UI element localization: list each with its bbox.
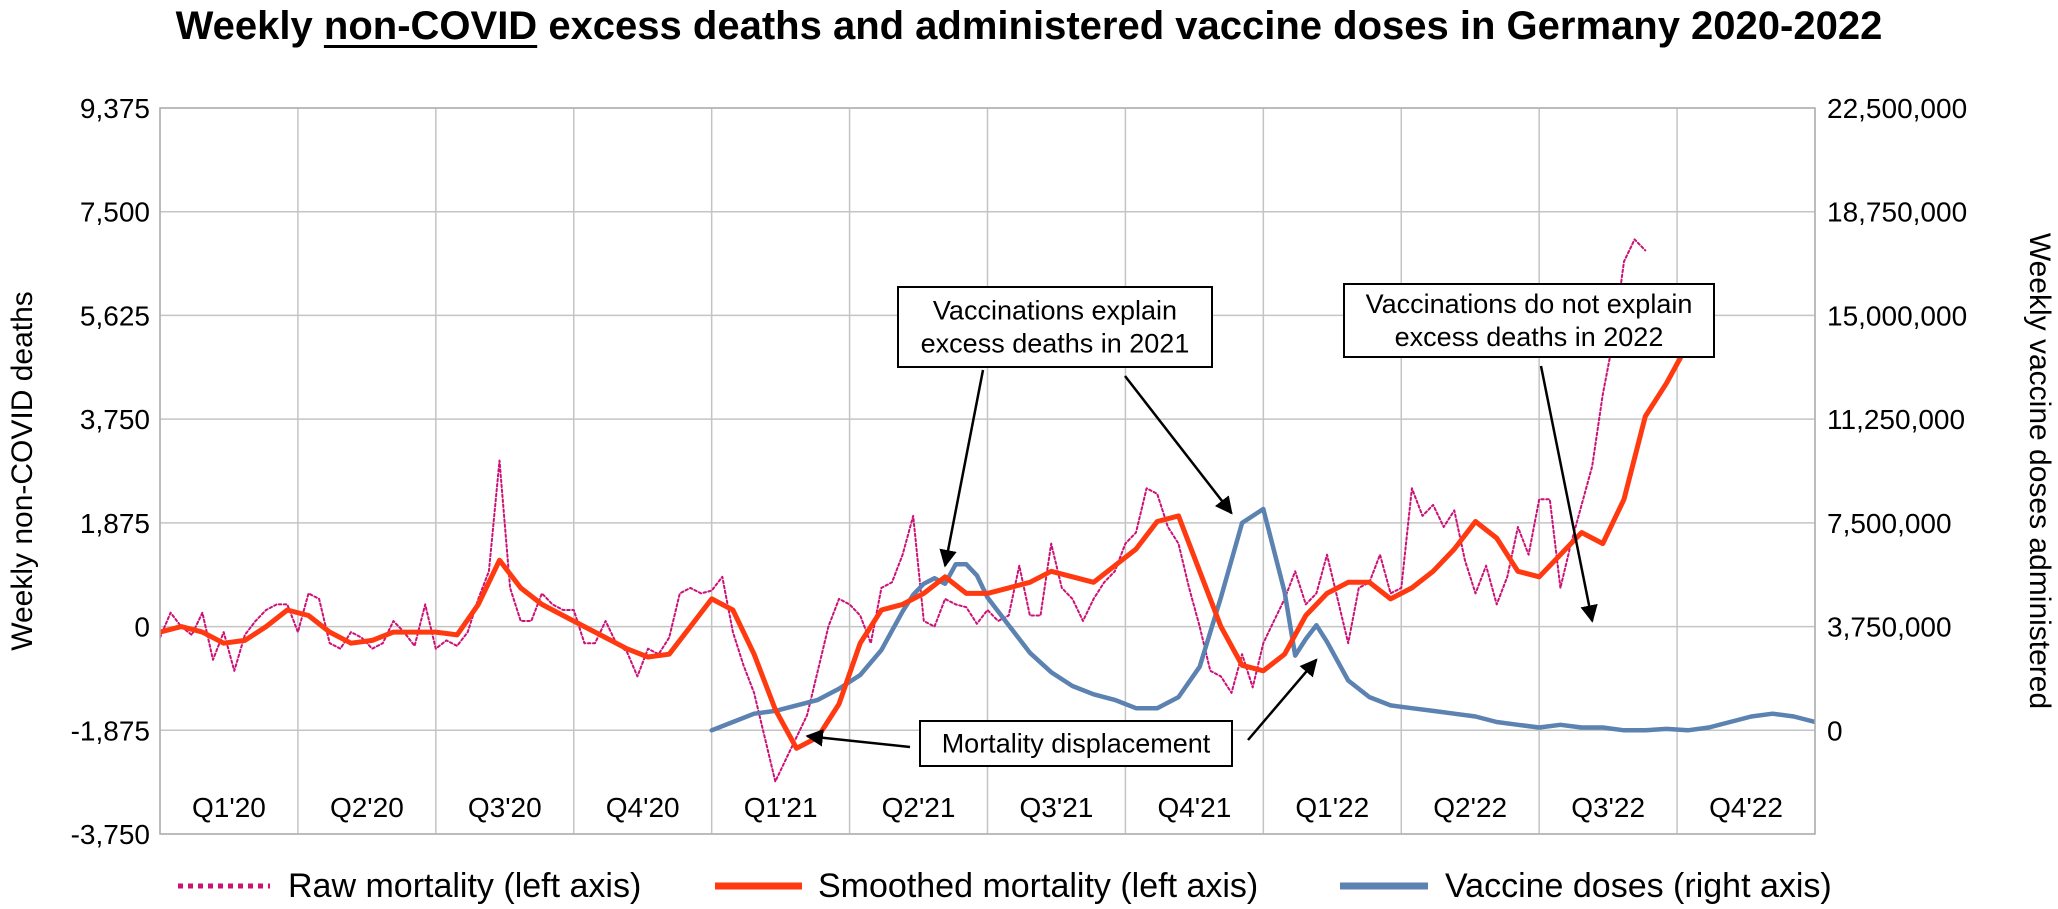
raw-mortality-line bbox=[160, 238, 1647, 783]
right-axis: 0 3,750,000 7,500,000 11,250,000 15,000,000 1… bbox=[1827, 93, 1967, 746]
left-tick-label: 7,500 bbox=[80, 197, 150, 228]
annotation-box bbox=[919, 720, 1233, 767]
right-tick-label: 7,500,000 bbox=[1827, 508, 1952, 539]
series-group bbox=[160, 238, 1815, 783]
x-tick-label: Q1'22 bbox=[1295, 792, 1369, 823]
title-prefix: Weekly bbox=[175, 4, 324, 48]
x-tick-label: Q2'20 bbox=[330, 792, 404, 823]
title-highlight: non-COVID bbox=[323, 4, 538, 48]
right-axis-title: Weekly vaccine doses administered bbox=[2023, 233, 2056, 709]
legend-item: Raw mortality (left axis) bbox=[178, 867, 641, 905]
right-tick-label: 15,000,000 bbox=[1827, 300, 1967, 331]
legend-item: Vaccine doses (right axis) bbox=[1340, 867, 1832, 905]
x-tick-label: Q1'20 bbox=[192, 792, 266, 823]
legend-label: Smoothed mortality (left axis) bbox=[818, 867, 1258, 905]
legend-item: Smoothed mortality (left axis) bbox=[715, 867, 1258, 905]
annotation-text: Vaccinations do not explain bbox=[1366, 289, 1693, 319]
annotation-text: excess deaths in 2021 bbox=[921, 329, 1190, 359]
annotation-text: Vaccinations explain bbox=[933, 296, 1177, 326]
legend-label: Raw mortality (left axis) bbox=[288, 867, 641, 905]
annotation-box bbox=[1343, 283, 1715, 358]
x-tick-label: Q4'20 bbox=[606, 792, 680, 823]
plot-border bbox=[159, 107, 1816, 835]
chart-title: Weekly non-COVID excess deaths and admin… bbox=[0, 4, 2058, 49]
annotation-arrow bbox=[1539, 365, 1598, 623]
annotation-arrow bbox=[805, 729, 911, 749]
left-tick-label: 9,375 bbox=[80, 93, 150, 124]
legend-label: Vaccine doses (right axis) bbox=[1445, 867, 1832, 905]
title-suffix: excess deaths and administered vaccine d… bbox=[537, 4, 1883, 48]
annotation-arrow bbox=[1247, 658, 1318, 741]
right-tick-label: 3,750,000 bbox=[1827, 612, 1952, 643]
x-tick-label: Q3'22 bbox=[1571, 792, 1645, 823]
vaccine-doses-line bbox=[709, 506, 1815, 733]
left-axis: -3,750 -1,875 0 1,875 3,750 5,625 7,500 9,375 bbox=[71, 93, 150, 850]
x-tick-label: Q3'21 bbox=[1020, 792, 1094, 823]
left-axis-title: Weekly non-COVID deaths bbox=[6, 291, 39, 651]
right-tick-label: 18,750,000 bbox=[1827, 197, 1967, 228]
right-tick-label: 0 bbox=[1827, 715, 1843, 746]
left-tick-label: 0 bbox=[134, 612, 150, 643]
legend: Raw mortality (left axis) Smoothed mortal… bbox=[178, 867, 1832, 905]
smoothed-mortality-line bbox=[160, 314, 1712, 751]
left-tick-label: 1,875 bbox=[80, 508, 150, 539]
left-tick-label: -3,750 bbox=[71, 819, 150, 850]
right-tick-label: 11,250,000 bbox=[1827, 404, 1965, 435]
annotation-mortality-displacement: Mortality displacement bbox=[805, 658, 1318, 767]
x-tick-label: Q4'22 bbox=[1709, 792, 1783, 823]
left-tick-label: 5,625 bbox=[80, 300, 150, 331]
x-tick-label: Q1'21 bbox=[744, 792, 818, 823]
right-tick-label: 22,500,000 bbox=[1827, 93, 1967, 124]
x-tick-label: Q3'20 bbox=[468, 792, 542, 823]
left-tick-label: 3,750 bbox=[80, 404, 150, 435]
annotation-text: excess deaths in 2022 bbox=[1395, 322, 1664, 352]
x-axis: Q1'20 Q2'20 Q3'20 Q4'20 Q1'21 Q2'21 Q3'21 Q4'21… bbox=[192, 792, 1783, 823]
x-tick-label: Q2'21 bbox=[882, 792, 956, 823]
annotation-text: Mortality displacement bbox=[942, 729, 1211, 759]
annotation-box bbox=[897, 286, 1213, 368]
annotation-arrow bbox=[1124, 375, 1233, 515]
annotation-arrow bbox=[939, 369, 985, 568]
x-tick-label: Q2'22 bbox=[1433, 792, 1507, 823]
left-tick-label: -1,875 bbox=[71, 715, 150, 746]
x-tick-label: Q4'21 bbox=[1157, 792, 1231, 823]
